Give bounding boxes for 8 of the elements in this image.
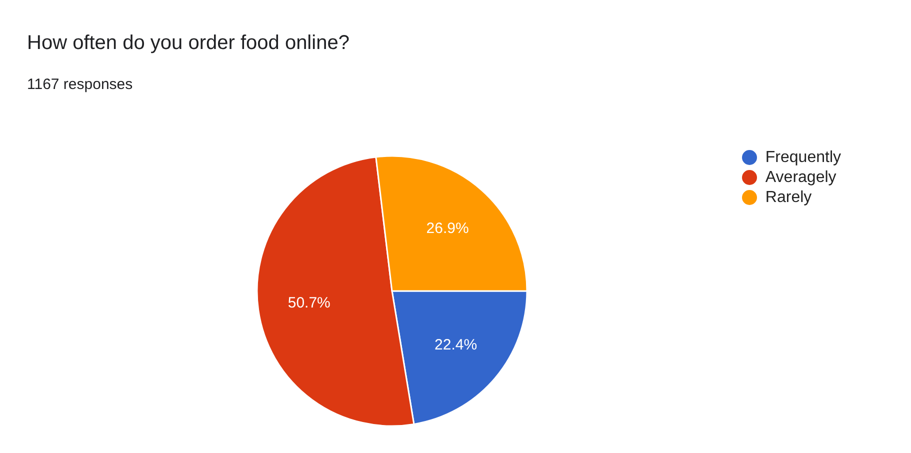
data-label: 26.9% (426, 220, 469, 237)
legend-label: Rarely (765, 189, 812, 206)
data-label: 50.7% (288, 294, 330, 312)
legend-label: Averagely (765, 169, 836, 186)
legend-label: Frequently (765, 149, 841, 166)
data-label: 22.4% (434, 336, 478, 354)
chart-title: How often do you order food online? (27, 32, 350, 55)
text: 1167 responses (27, 76, 133, 93)
